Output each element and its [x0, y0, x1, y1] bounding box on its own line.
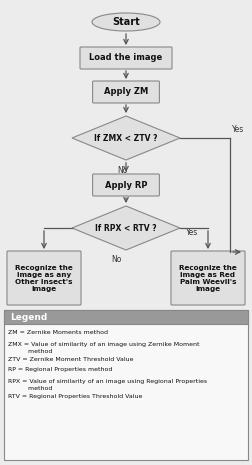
Text: Yes: Yes — [186, 227, 198, 237]
Text: ZM = Zernike Moments method: ZM = Zernike Moments method — [8, 330, 108, 335]
Polygon shape — [72, 206, 180, 250]
FancyBboxPatch shape — [171, 251, 245, 305]
Text: Apply RP: Apply RP — [105, 180, 147, 190]
FancyBboxPatch shape — [80, 47, 172, 69]
Text: Start: Start — [112, 17, 140, 27]
Text: Load the image: Load the image — [89, 53, 163, 62]
Text: RP = Regional Properties method: RP = Regional Properties method — [8, 367, 112, 372]
FancyBboxPatch shape — [7, 251, 81, 305]
Text: No: No — [112, 255, 122, 264]
Text: Legend: Legend — [10, 312, 47, 321]
FancyBboxPatch shape — [4, 310, 248, 324]
Text: No: No — [117, 166, 127, 175]
FancyBboxPatch shape — [92, 174, 160, 196]
Text: Apply ZM: Apply ZM — [104, 87, 148, 97]
FancyBboxPatch shape — [92, 81, 160, 103]
Text: Yes: Yes — [232, 125, 244, 134]
Text: RPX = Value of similarity of an image using Regional Properties
          method: RPX = Value of similarity of an image us… — [8, 379, 207, 391]
Text: If ZMX < ZTV ?: If ZMX < ZTV ? — [94, 133, 158, 142]
Text: ZMX = Value of similarity of an image using Zernike Moment
          method: ZMX = Value of similarity of an image us… — [8, 342, 200, 353]
Text: RTV = Regional Properties Threshold Value: RTV = Regional Properties Threshold Valu… — [8, 394, 142, 399]
Text: Recognize the
image as Red
Palm Weevil's
image: Recognize the image as Red Palm Weevil's… — [179, 265, 237, 292]
Ellipse shape — [92, 13, 160, 31]
Polygon shape — [72, 116, 180, 160]
FancyBboxPatch shape — [4, 310, 248, 460]
Text: Recognize the
image as any
Other Insect's
image: Recognize the image as any Other Insect'… — [15, 265, 73, 292]
Text: ZTV = Zernike Moment Threshold Value: ZTV = Zernike Moment Threshold Value — [8, 357, 134, 362]
Text: If RPX < RTV ?: If RPX < RTV ? — [95, 224, 157, 232]
